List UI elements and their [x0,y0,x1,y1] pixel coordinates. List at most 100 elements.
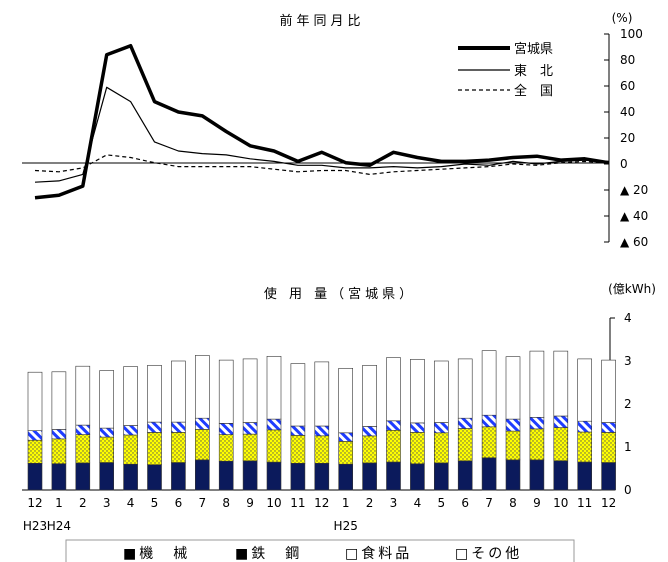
bar-segment-tekko [338,441,354,465]
bar-segment-shokuryohin [218,359,234,424]
bar-chart-x-tick-label: 11 [577,496,592,510]
series-line-zenkoku [34,154,609,175]
bar-segment-shokuryohin [314,361,330,427]
line-chart-y-tick-label: ▲ 60 [620,235,648,249]
bar-segment-kikai [51,463,67,491]
bar-segment-shokuryohin [601,359,616,423]
bar-chart-unit: (億kWh) [608,282,656,296]
bar-segment-shokuryohin [75,365,91,426]
legend-item-tekko: ■鉄 鋼 [235,546,302,562]
bar-chart-x-tick-label: 8 [509,496,517,510]
bar-segment-stripe [218,423,234,435]
bar-segment-shokuryohin [505,356,521,420]
bar-chart-x-tick-label: 6 [175,496,183,510]
line-chart-y-tick-label: 60 [620,79,635,93]
bar-segment-kikai [529,459,545,491]
bar-segment-tekko [601,432,616,463]
series-line-tohoku [34,86,609,183]
bar-segment-stripe [314,425,330,437]
bar-segment-tekko [553,427,569,462]
bar-chart-x-tick-label: 4 [127,496,135,510]
bar-segment-tekko [386,429,401,463]
line-chart-y-tick-label: 100 [620,27,643,41]
bar-chart-x-tick-label: 11 [290,496,305,510]
bar-segment-tekko [290,435,306,464]
bar-segment-tekko [505,430,521,461]
bar-chart-x-tick-label: 12 [314,496,329,510]
bar-segment-tekko [266,429,282,463]
bar-segment-tekko [75,434,91,464]
bar-segment-kikai [266,461,282,491]
line-chart-y-tick-label: 20 [620,131,635,145]
legend-item-kikai: ■機 械 [123,546,190,562]
bar-segment-stripe [433,422,449,434]
bar-segment-kikai [553,460,569,491]
bar-segment-shokuryohin [99,370,114,429]
line-chart-y-tick-label: 80 [620,53,635,67]
legend-item-shokuryohin: □食料品 [345,545,412,562]
bar-segment-tekko [433,432,449,464]
bar-segment-shokuryohin [266,355,282,420]
bar-chart-x-tick-label: 4 [414,496,422,510]
bar-segment-tekko [577,431,593,463]
bar-segment-shokuryohin [290,363,306,427]
bar-segment-kikai [505,459,521,491]
bar-segment-stripe [266,418,282,431]
bar-segment-shokuryohin [386,357,401,422]
bar-segment-tekko [410,432,425,465]
bar-segment-stripe [505,418,521,432]
bar-chart-x-tick-label: 2 [79,496,87,510]
bar-segment-stripe [577,420,593,433]
bar-segment-shokuryohin [362,364,377,427]
bar-chart-x-tick-label: 5 [151,496,159,510]
legend-label-miyagi: 宮城県 [514,41,553,57]
line-chart-legend: 宮城県 東 北 全 国 [458,41,553,99]
bar-chart-x-tick-label: 2 [366,496,374,510]
series-line-miyagi [34,43,609,200]
bar-chart-x-tick-label: 7 [485,496,493,510]
bar-chart-year-label: H23 [23,519,47,533]
bar-chart-year-label: H25 [334,519,358,533]
bar-segment-shokuryohin [123,366,138,426]
bar-segment-tekko [457,428,473,462]
bar-segment-stripe [457,417,473,429]
bar-segment-stripe [195,417,210,430]
bar-segment-kikai [27,462,43,491]
bar-segment-stripe [601,422,616,433]
bar-segment-kikai [195,459,210,491]
bar-segment-stripe [51,429,67,440]
bar-segment-shokuryohin [242,358,258,423]
bar-segment-kikai [577,461,593,491]
bar-chart-y-tick-label: 4 [624,311,632,325]
bar-segment-kikai [218,460,234,491]
bar-chart-x-tick-label: 12 [27,496,42,510]
bar-segment-kikai [147,464,162,491]
bar-segment-stripe [242,422,258,435]
bar-segment-stripe [553,415,569,428]
bar-chart-x-tick-label: 12 [601,496,616,510]
bar-segment-kikai [386,461,401,491]
bar-chart-x-tick-label: 7 [198,496,206,510]
bar-segment-shokuryohin [553,350,569,417]
bar-segment-shokuryohin [338,367,354,434]
bar-segment-stripe [481,414,497,428]
bar-segment-shokuryohin [433,360,449,423]
bar-chart-x-tick-label: 1 [55,496,63,510]
bar-segment-shokuryohin [410,358,425,424]
bar-chart-title: 使 用 量（宮城県） [264,286,416,302]
bar-segment-kikai [481,457,497,491]
bar-segment-stripe [290,425,306,436]
bar-segment-stripe [123,425,138,436]
bar-segment-tekko [481,426,497,459]
bar-chart-x-tick-label: 6 [461,496,469,510]
bar-segment-tekko [51,438,67,464]
bar-chart-x-tick-label: 9 [246,496,254,510]
bar-segment-kikai [75,462,91,491]
bar-segment-shokuryohin [195,355,210,419]
bar-segment-shokuryohin [529,350,545,418]
bar-chart-x-tick-label: 10 [553,496,568,510]
legend-item-sonota: □その他 [455,546,522,562]
bar-segment-tekko [147,432,162,465]
line-chart-title: 前年同月比 [279,13,364,29]
